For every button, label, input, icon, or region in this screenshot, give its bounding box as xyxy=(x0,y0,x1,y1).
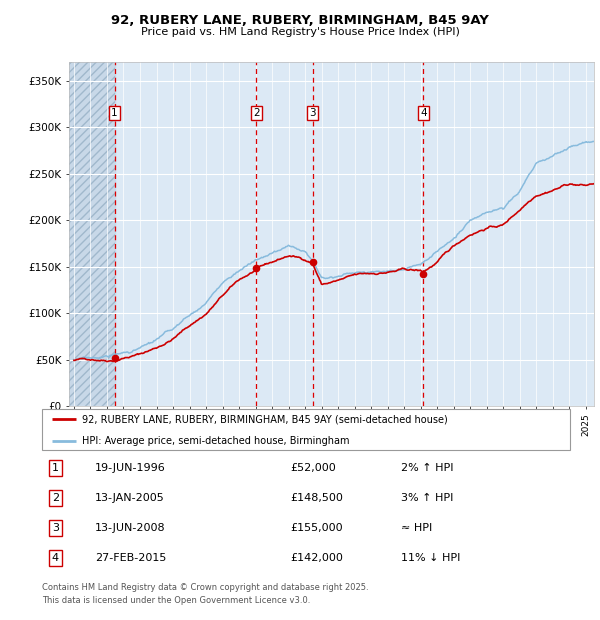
Text: 1: 1 xyxy=(52,463,59,472)
Text: £148,500: £148,500 xyxy=(290,493,343,503)
Text: 4: 4 xyxy=(52,554,59,564)
Text: 2: 2 xyxy=(52,493,59,503)
Bar xyxy=(69,62,115,406)
Text: 19-JUN-1996: 19-JUN-1996 xyxy=(95,463,166,472)
Text: 92, RUBERY LANE, RUBERY, BIRMINGHAM, B45 9AY (semi-detached house): 92, RUBERY LANE, RUBERY, BIRMINGHAM, B45… xyxy=(82,414,448,424)
Text: Price paid vs. HM Land Registry's House Price Index (HPI): Price paid vs. HM Land Registry's House … xyxy=(140,27,460,37)
Text: 1: 1 xyxy=(111,108,118,118)
Text: ≈ HPI: ≈ HPI xyxy=(401,523,432,533)
Text: 2: 2 xyxy=(253,108,260,118)
Text: 27-FEB-2015: 27-FEB-2015 xyxy=(95,554,166,564)
Text: HPI: Average price, semi-detached house, Birmingham: HPI: Average price, semi-detached house,… xyxy=(82,436,349,446)
Bar xyxy=(69,62,115,406)
Text: £142,000: £142,000 xyxy=(290,554,343,564)
Text: £52,000: £52,000 xyxy=(290,463,336,472)
Text: 92, RUBERY LANE, RUBERY, BIRMINGHAM, B45 9AY: 92, RUBERY LANE, RUBERY, BIRMINGHAM, B45… xyxy=(111,14,489,27)
Text: 13-JAN-2005: 13-JAN-2005 xyxy=(95,493,164,503)
Text: 2% ↑ HPI: 2% ↑ HPI xyxy=(401,463,454,472)
Text: £155,000: £155,000 xyxy=(290,523,343,533)
Text: 13-JUN-2008: 13-JUN-2008 xyxy=(95,523,166,533)
Text: 3% ↑ HPI: 3% ↑ HPI xyxy=(401,493,454,503)
Text: 3: 3 xyxy=(52,523,59,533)
Text: 11% ↓ HPI: 11% ↓ HPI xyxy=(401,554,460,564)
FancyBboxPatch shape xyxy=(42,409,570,450)
Text: Contains HM Land Registry data © Crown copyright and database right 2025.: Contains HM Land Registry data © Crown c… xyxy=(42,583,368,592)
Text: 4: 4 xyxy=(420,108,427,118)
Text: This data is licensed under the Open Government Licence v3.0.: This data is licensed under the Open Gov… xyxy=(42,596,310,604)
Text: 3: 3 xyxy=(309,108,316,118)
